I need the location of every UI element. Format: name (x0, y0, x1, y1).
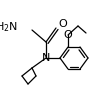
Text: O: O (64, 30, 72, 40)
Text: N: N (42, 53, 50, 63)
Text: H$_2$N: H$_2$N (0, 20, 18, 34)
Text: O: O (58, 19, 67, 29)
